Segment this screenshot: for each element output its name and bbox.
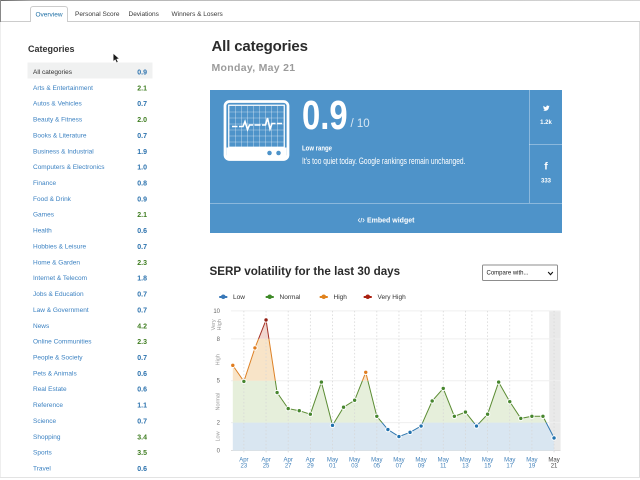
svg-text:01: 01 (329, 463, 336, 469)
svg-text:May: May (548, 457, 559, 463)
svg-text:May: May (371, 457, 382, 463)
svg-text:Apr: Apr (284, 457, 293, 463)
svg-text:11: 11 (440, 463, 447, 469)
svg-text:05: 05 (373, 463, 380, 469)
svg-text:10: 10 (213, 309, 220, 315)
svg-text:Apr: Apr (306, 457, 315, 463)
svg-text:May: May (504, 457, 515, 463)
svg-text:25: 25 (263, 463, 270, 469)
svg-text:27: 27 (285, 463, 292, 469)
svg-text:29: 29 (307, 463, 314, 469)
svg-text:03: 03 (351, 463, 358, 469)
svg-text:23: 23 (241, 463, 248, 469)
svg-text:May: May (327, 457, 338, 463)
svg-text:High: High (217, 319, 223, 330)
svg-text:17: 17 (506, 463, 513, 469)
svg-text:May: May (415, 457, 426, 463)
svg-text:13: 13 (462, 463, 469, 469)
svg-text:May: May (526, 457, 537, 463)
svg-text:Apr: Apr (239, 457, 248, 463)
svg-text:May: May (438, 457, 449, 463)
svg-text:Very: Very (211, 319, 217, 330)
svg-text:19: 19 (529, 463, 536, 469)
svg-text:8: 8 (217, 337, 221, 343)
svg-text:May: May (482, 457, 493, 463)
svg-text:2: 2 (217, 421, 221, 427)
svg-text:09: 09 (418, 463, 425, 469)
svg-text:May: May (349, 457, 360, 463)
svg-text:0: 0 (217, 449, 221, 455)
svg-text:Low: Low (216, 431, 222, 441)
svg-text:Normal: Normal (216, 393, 222, 411)
svg-text:21: 21 (551, 463, 558, 469)
svg-text:15: 15 (484, 463, 491, 469)
svg-text:May: May (460, 457, 471, 463)
svg-text:07: 07 (396, 463, 403, 469)
svg-text:Apr: Apr (261, 457, 270, 463)
svg-text:May: May (393, 457, 404, 463)
svg-text:5: 5 (217, 379, 221, 385)
svg-text:High: High (216, 354, 222, 365)
